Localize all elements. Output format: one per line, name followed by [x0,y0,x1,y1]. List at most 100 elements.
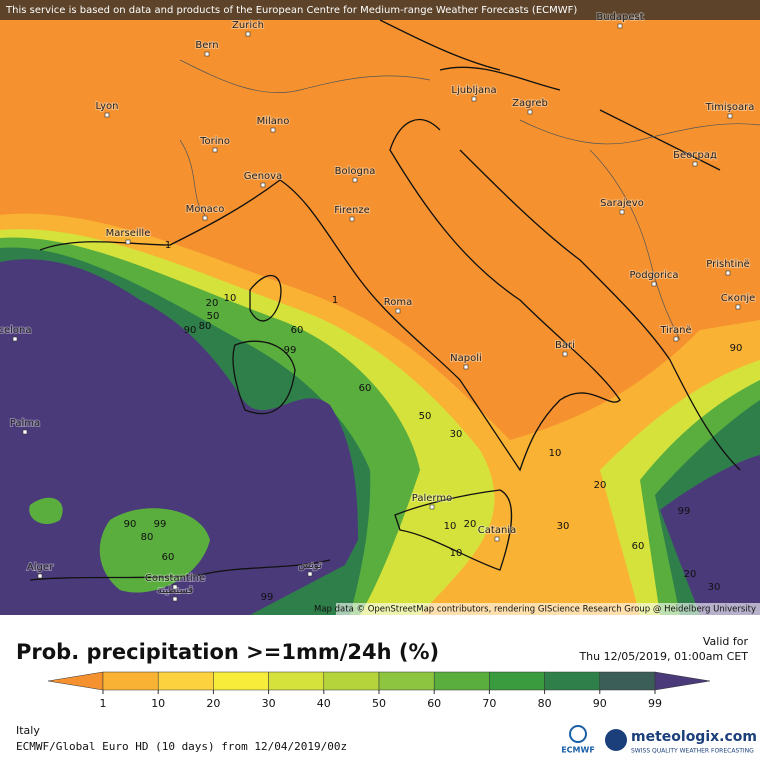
city-label: تونس [298,560,322,571]
colorbar-tick-label: 90 [593,697,607,710]
city-label: Roma [384,297,413,308]
contour-label: 80 [199,321,212,332]
colorbar-segment [213,671,269,691]
contour-label: 90 [184,325,197,336]
borders [179,59,760,341]
attribution-bg [336,603,760,615]
city-marker [651,281,657,287]
city-label: Alger [27,562,54,573]
city-label: Bern [195,40,218,51]
city-label: قسنطينة [157,585,194,596]
city-marker [352,177,358,183]
city-marker [349,216,355,222]
city-label: Podgorica [629,270,678,281]
colorbar-tick-label: 80 [538,697,552,710]
brand-logo: meteologix.com SWISS QUALITY WEATHER FOR… [605,729,757,755]
city-marker [735,304,741,310]
contour-label: 99 [154,519,167,530]
contour-label: 1 [332,295,338,306]
city-marker [125,239,131,245]
colorbar-tick-label: 40 [317,697,331,710]
brand-name: meteologix.com [631,729,757,745]
city-marker [22,429,28,435]
city-label: Zagreb [512,98,548,109]
city-label: Marseille [106,228,151,239]
contour-label: 99 [261,592,274,603]
contour-label: 90 [730,343,743,354]
city-marker [527,109,533,115]
colorbar-tick-label: 99 [648,697,662,710]
contour-label: 60 [291,325,304,336]
valid-label: Valid for [703,635,749,648]
city-marker [245,31,251,37]
contour-label: 10 [450,548,463,559]
contour-label: 50 [207,311,220,322]
contour-label: 30 [708,582,721,593]
coastlines [29,19,741,581]
city-marker [727,113,733,119]
colorbar-segment [157,671,214,691]
city-marker [212,147,218,153]
city-marker [562,351,568,357]
land-patch [29,497,211,593]
contour-label: 50 [419,411,432,422]
colorbar-segment [489,671,545,691]
colorbar-segment [378,671,435,691]
city-marker [395,308,401,314]
colorbar-high [654,671,711,691]
colorbar: 1 10 20 30 40 50 60 70 80 90 99 [47,671,711,710]
city-marker [307,571,313,577]
region: Italy [16,724,40,737]
city-label: Napoli [450,353,482,364]
city-marker [37,573,43,579]
contour-label: 99 [284,345,297,356]
ecmwf-text: ECMWF [561,746,595,755]
city-label: Budapest [596,12,643,23]
colorbar-segment [599,671,656,691]
contour-label: 20 [684,569,697,580]
colorbar-tick-label: 1 [100,697,107,710]
colorbar-segment [433,671,490,691]
city-marker [494,536,500,542]
city-layer: Budapest Zurich Bern Lyon Milano Ljubljana Zag… [0,11,756,602]
city-marker [172,596,178,602]
city-marker [673,336,679,342]
city-marker [617,23,623,29]
brand-icon [605,729,627,751]
city-label: Bari [555,340,575,351]
contour-label: 60 [359,383,372,394]
city-marker [725,270,731,276]
city-label: Monaco [186,204,225,215]
colorbar-tick-label: 50 [372,697,386,710]
notice-bar [0,0,760,20]
colorbar-segment [323,671,380,691]
city-label: Milano [257,116,290,127]
city-label: Firenze [334,205,370,216]
colorbar-tick-label: 20 [206,697,220,710]
colorbar-tick-label: 60 [427,697,441,710]
city-marker [260,182,266,188]
contour-label: 80 [141,532,154,543]
city-label: Lyon [95,101,118,112]
colorbar-segment [544,671,601,691]
ecmwf-icon [569,725,587,743]
city-label: Constantine [145,573,205,584]
city-label: Sarajevo [600,198,644,209]
city-label: Скопје [721,292,756,304]
colorbar-tick-label: 70 [482,697,496,710]
colorbar-tick-label: 30 [262,697,276,710]
contour-label: 1 [165,240,171,251]
colorbar-segment [102,671,159,691]
city-label: Prishtinë [706,259,749,270]
contour-label: 20 [464,519,477,530]
city-label: Genova [244,171,282,182]
colorbar-tick-label: 10 [151,697,165,710]
city-label: Palermo [412,493,452,504]
city-label: celona [0,325,32,336]
city-label: Београд [673,150,717,161]
city-marker [429,504,435,510]
contour-label: 10 [444,521,457,532]
model-run: ECMWF/Global Euro HD (10 days) from 12/0… [16,740,347,753]
city-marker [463,364,469,370]
